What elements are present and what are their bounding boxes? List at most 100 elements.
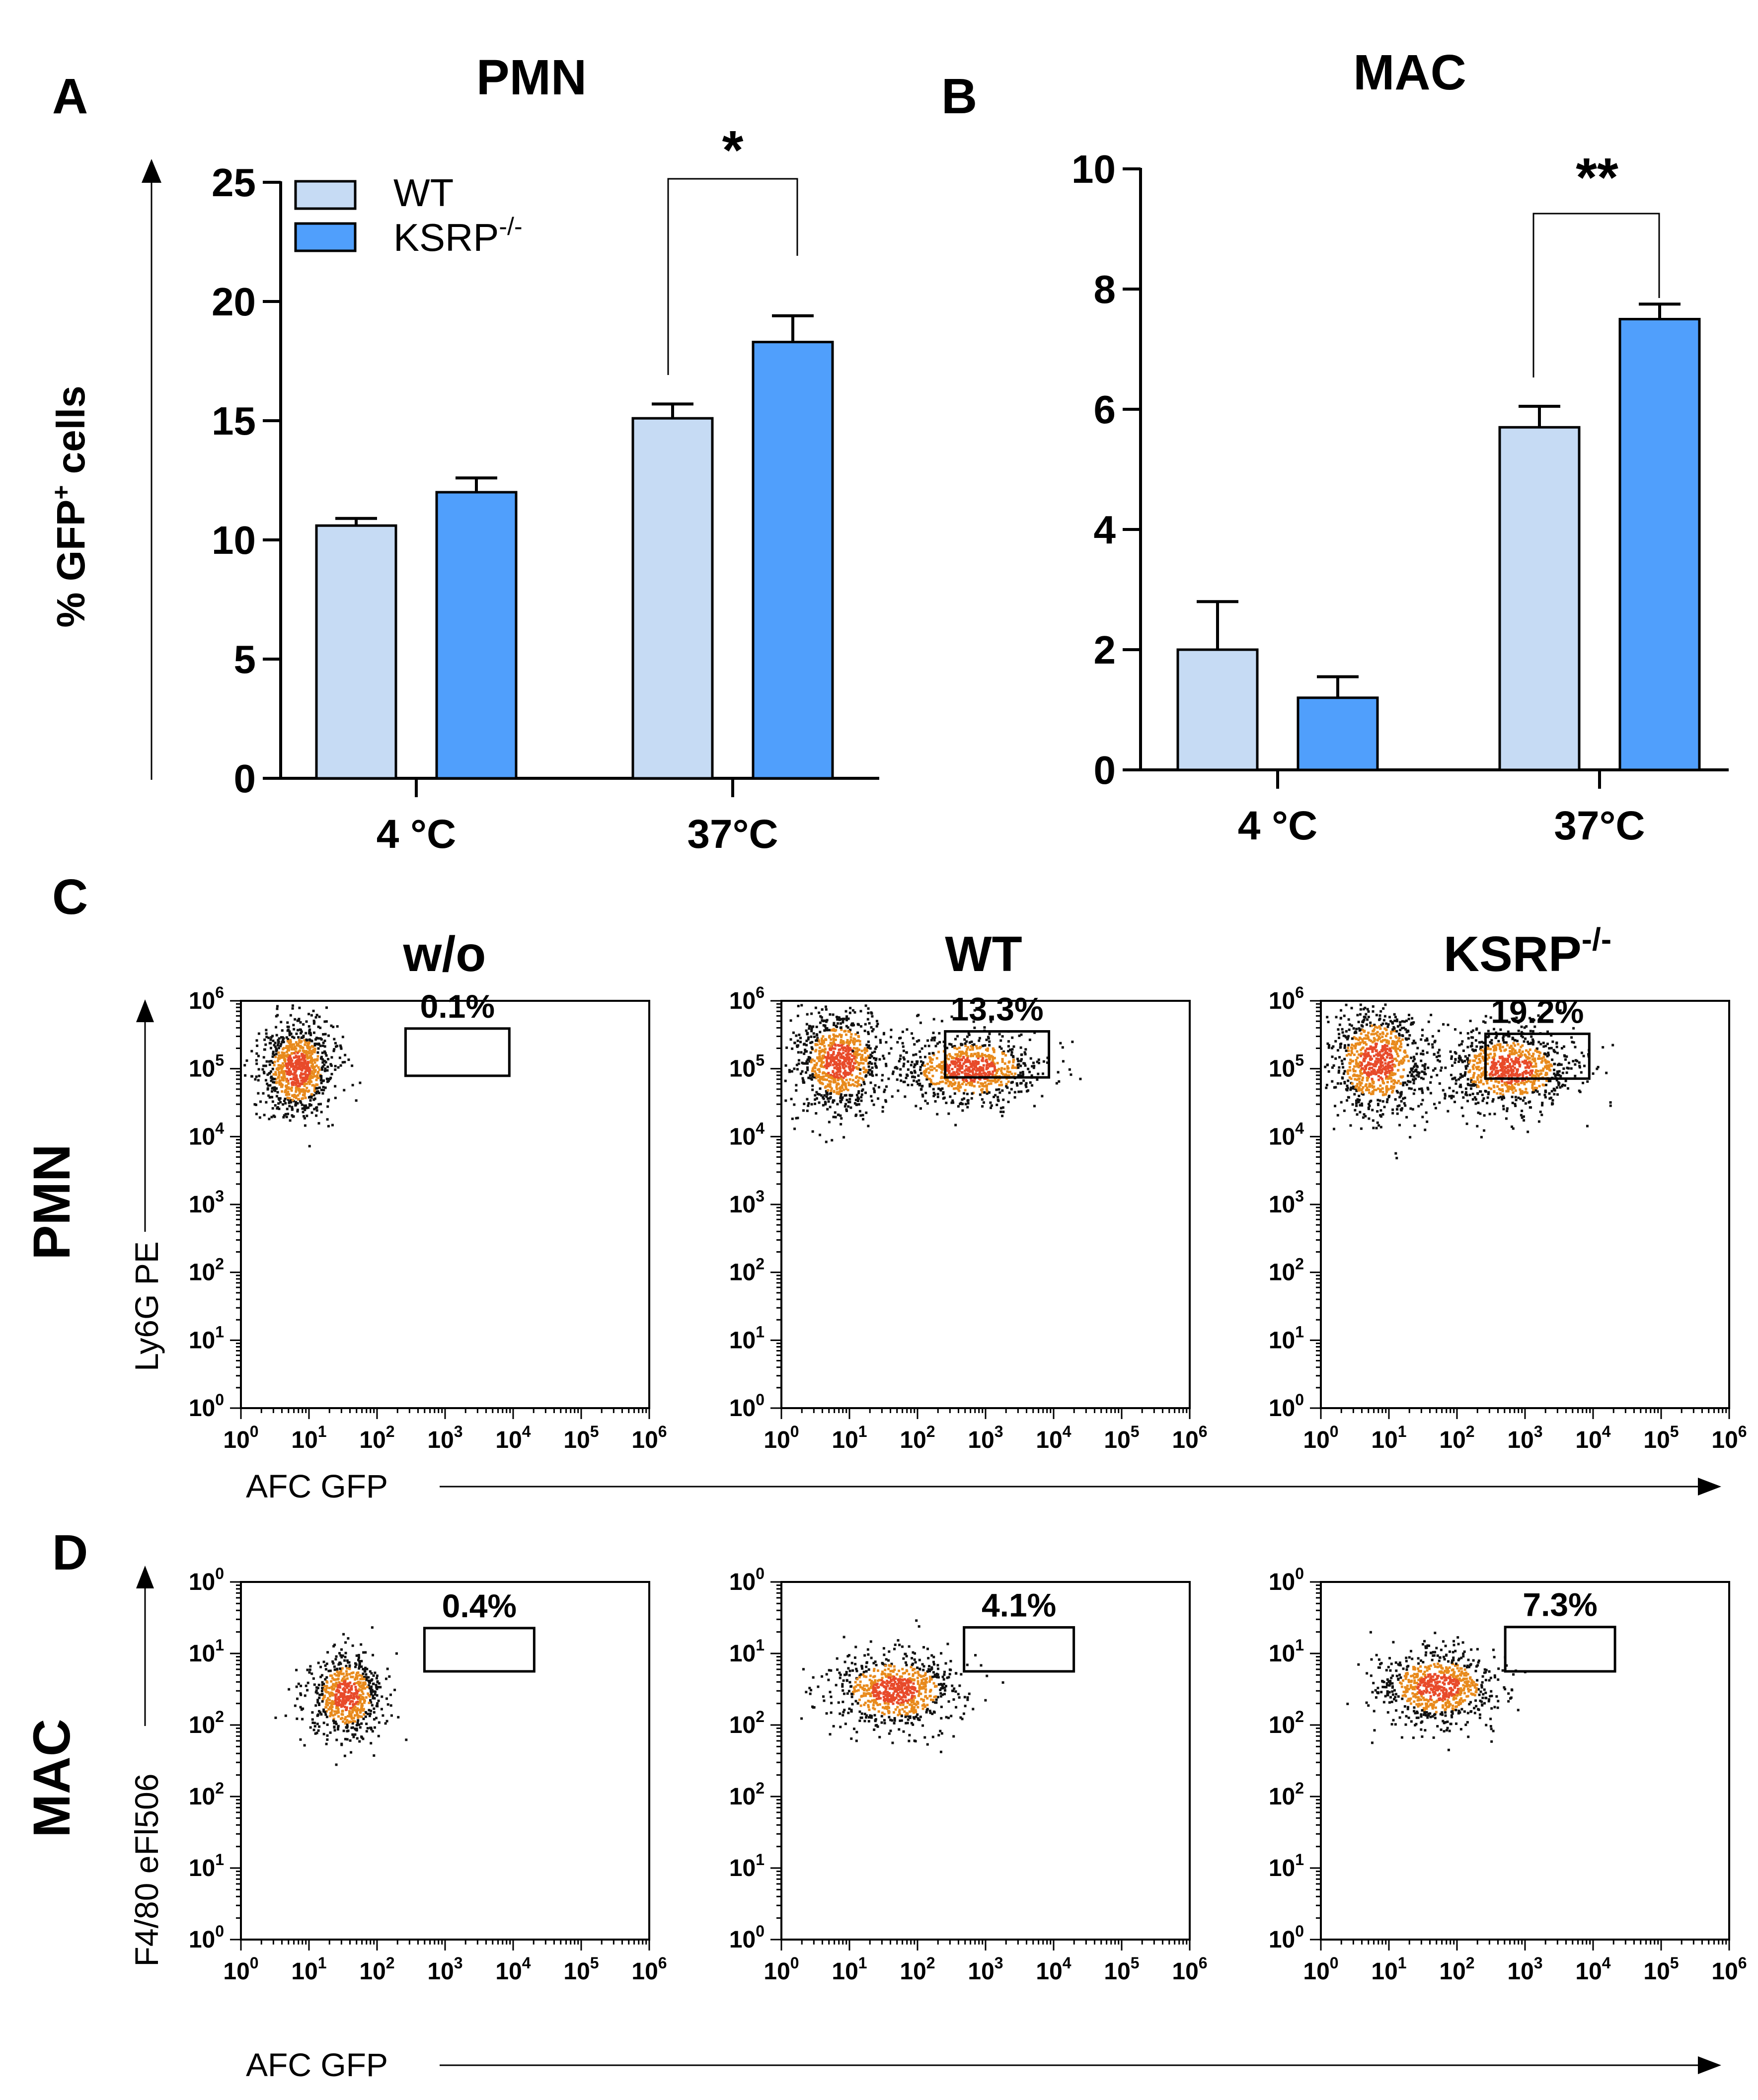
flow-event-dot [1472, 1059, 1475, 1062]
flow-event-dot [1493, 1090, 1496, 1093]
flow-event-dot [860, 1025, 863, 1028]
flow-event-dot [796, 1014, 799, 1017]
flow-event-dot [1534, 1062, 1537, 1065]
flow-event-dot [1367, 1010, 1370, 1013]
flow-event-dot [788, 1070, 791, 1073]
row-c-xlabel: AFC GFP [246, 1468, 388, 1504]
flow-event-dot [324, 1067, 327, 1070]
flow-event-dot [827, 1055, 830, 1058]
flow-event-dot [963, 1052, 966, 1055]
flow-event-dot [1361, 1091, 1364, 1094]
flow-event-dot [988, 1044, 991, 1047]
flow-event-dot [305, 1078, 308, 1081]
flow-event-dot [962, 1062, 965, 1065]
flow-xtick-label: 103 [968, 1423, 1003, 1453]
flow-event-dot [1472, 1067, 1475, 1070]
flow-event-dot [891, 1072, 894, 1075]
flow-event-dot [1466, 1083, 1469, 1086]
flow-event-dot [276, 1014, 279, 1017]
flow-event-dot [1531, 1055, 1534, 1058]
flow-event-dot [277, 1064, 280, 1067]
flow-event-dot [843, 1059, 846, 1062]
flow-event-dot [966, 1106, 969, 1109]
flow-event-dot [1426, 1039, 1429, 1042]
flow-event-dot [1391, 1043, 1394, 1046]
flow-event-dot [850, 1058, 853, 1061]
flow-event-dot [330, 1707, 333, 1710]
flow-event-dot [1542, 1084, 1545, 1087]
flow-event-dot [1379, 1010, 1382, 1013]
flow-event-dot [1518, 1049, 1521, 1051]
flow-event-dot [960, 1066, 963, 1069]
flow-event-dot [311, 1065, 314, 1068]
flow-event-dot [879, 1039, 882, 1042]
flow-event-dot [1460, 1106, 1463, 1109]
flow-event-dot [811, 1130, 814, 1133]
flow-event-dot [324, 1052, 327, 1055]
flow-event-dot [899, 1057, 902, 1060]
flow-event-dot [1343, 1047, 1346, 1050]
flow-event-dot [844, 1065, 847, 1068]
flow-event-dot [312, 1019, 315, 1022]
flow-event-dot [300, 1029, 303, 1032]
flow-event-dot [952, 1056, 955, 1059]
flow-event-dot [870, 1095, 873, 1098]
flow-event-dot [334, 1068, 337, 1071]
flow-event-dot [1550, 1047, 1553, 1050]
flow-event-dot [1551, 1058, 1554, 1061]
flow-event-dot [951, 1074, 954, 1077]
flow-event-dot [1517, 1021, 1520, 1024]
flow-event-dot [1473, 1072, 1476, 1075]
flow-event-dot [1496, 1044, 1499, 1047]
flow-event-dot [1532, 1041, 1535, 1044]
flow-event-dot [1487, 1030, 1490, 1033]
flow-event-dot [304, 1054, 306, 1057]
flow-event-dot [840, 1101, 842, 1104]
flow-event-dot [853, 1043, 856, 1046]
flow-event-dot [968, 1060, 971, 1063]
flow-event-dot [1380, 1077, 1383, 1080]
chart-b-sig-stars: ** [1576, 147, 1618, 208]
flow-event-dot [1343, 1057, 1346, 1060]
flow-event-dot [994, 1074, 997, 1077]
flow-event-dot [1499, 1047, 1502, 1050]
flow-event-dot [1398, 1034, 1401, 1037]
flow-event-dot [1473, 1054, 1476, 1057]
flow-event-dot [1506, 1060, 1509, 1063]
flow-event-dot [1448, 1086, 1451, 1089]
flow-event-dot [881, 1106, 884, 1109]
flow-event-dot [972, 1091, 975, 1094]
flow-event-dot [1355, 1089, 1358, 1092]
flow-event-dot [1463, 1059, 1466, 1062]
flow-event-dot [1527, 1056, 1530, 1059]
flow-event-dot [315, 1114, 318, 1117]
flow-event-dot [1486, 1062, 1489, 1065]
flow-event-dot [1474, 1081, 1477, 1084]
flow-event-dot [1525, 1076, 1528, 1079]
flow-event-dot [1535, 1087, 1538, 1090]
flow-event-dot [1068, 1068, 1071, 1071]
flow-event-dot [1482, 1083, 1485, 1086]
flow-event-dot [1502, 1073, 1505, 1076]
flow-event-dot [1546, 1043, 1549, 1046]
flow-event-dot [849, 1063, 852, 1066]
flow-event-dot [910, 1063, 913, 1066]
flow-event-dot [919, 1068, 922, 1071]
flow-event-dot [833, 1075, 836, 1078]
flow-event-dot [1363, 1053, 1366, 1056]
flow-event-dot [1469, 1045, 1472, 1048]
flow-event-dot [918, 1084, 921, 1087]
flow-event-dot [271, 1035, 274, 1038]
flow-event-dot [315, 1014, 318, 1017]
flow-event-dot [1526, 1066, 1529, 1069]
flow-event-dot [1514, 1049, 1517, 1052]
flow-event-dot [301, 1069, 304, 1072]
flow-event-dot [815, 1091, 818, 1094]
flow-event-dot [1541, 1102, 1544, 1105]
flow-event-dot [856, 1031, 859, 1034]
flow-event-dot [952, 1061, 955, 1064]
flow-event-dot [934, 1100, 937, 1103]
flow-event-dot [867, 1071, 870, 1074]
flow-event-dot [830, 1038, 833, 1041]
